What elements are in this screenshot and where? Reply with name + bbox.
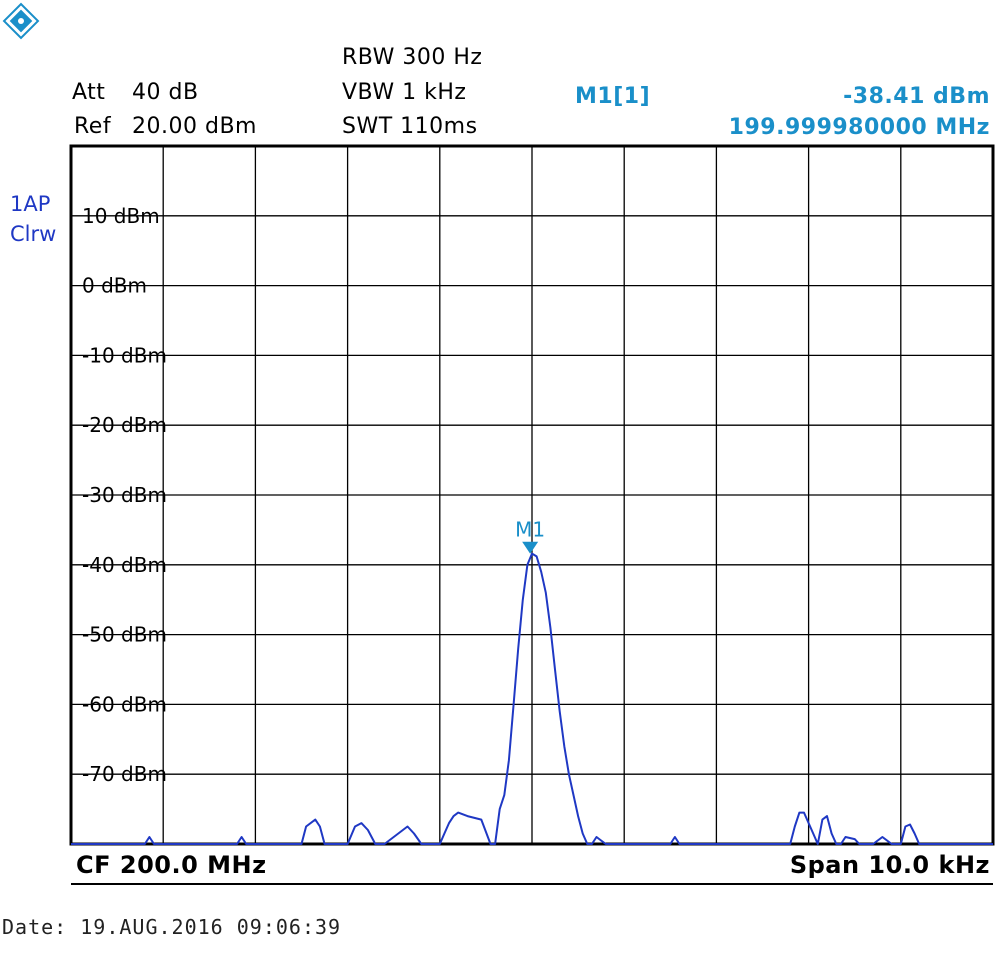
y-tick-label: -50 dBm (82, 623, 167, 647)
ref-value: 20.00 dBm (132, 114, 257, 139)
y-tick-label: -70 dBm (82, 762, 167, 786)
y-tick-label: 0 dBm (82, 274, 147, 298)
y-tick-label: -60 dBm (82, 692, 167, 716)
y-tick-label: -40 dBm (82, 553, 167, 577)
timestamp: Date: 19.AUG.2016 09:06:39 (2, 915, 342, 939)
att-value: 40 dB (132, 80, 199, 105)
rbw-setting: RBW 300 Hz (342, 45, 483, 70)
marker-name: M1[1] (575, 84, 651, 109)
trace-line (71, 552, 993, 845)
y-tick-label: -20 dBm (82, 413, 167, 437)
swt-setting: SWT 110ms (342, 114, 478, 139)
span: Span 10.0 kHz (789, 851, 990, 879)
trace-mode-label: 1AP Clrw (10, 189, 56, 249)
marker-layer: M1 (515, 518, 545, 554)
marker-frequency: 199.999980000 MHz (728, 115, 990, 140)
marker-triangle-icon (522, 541, 539, 554)
vbw-setting: VBW 1 kHz (342, 80, 467, 105)
rohde-schwarz-logo-icon (2, 2, 40, 40)
grid (69, 144, 995, 846)
trace-layer (71, 552, 993, 845)
ref-label: Ref (74, 114, 112, 139)
center-frequency: CF 200.0 MHz (76, 851, 267, 879)
y-tick-label: -10 dBm (82, 343, 167, 367)
y-tick-labels: 10 dBm 0 dBm -10 dBm -20 dBm -30 dBm -40 dBm -… (82, 204, 167, 786)
y-tick-label: -30 dBm (82, 483, 167, 507)
trace-mode: Clrw (10, 222, 57, 246)
y-tick-label: 10 dBm (82, 204, 160, 228)
marker-level: -38.41 dBm (843, 84, 990, 109)
att-label: Att (72, 80, 106, 105)
marker-label: M1 (515, 518, 545, 542)
trace-detector: 1AP (10, 192, 51, 216)
